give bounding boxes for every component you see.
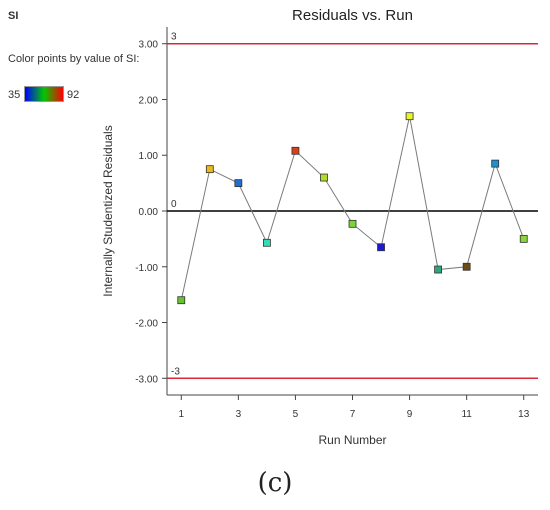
y-tick-label: 0.00: [139, 207, 159, 218]
y-axis-label: Internally Studentized Residuals: [101, 125, 115, 296]
y-tick-label: -2.00: [135, 319, 158, 330]
reference-line-label: -3: [171, 366, 180, 377]
x-axis-label: Run Number: [318, 433, 386, 447]
reference-line-label: 3: [171, 32, 177, 43]
data-point: [348, 219, 357, 228]
legend-min-label: 35: [8, 89, 21, 101]
x-tick-label: 9: [407, 409, 413, 420]
residuals-chart: Residuals vs. Run 3.00 2.00 1.00 0.00 -1.00 -2…: [101, 7, 538, 447]
series-line: [180, 116, 525, 301]
x-tick-label: 11: [461, 409, 472, 420]
y-tick-label: 1.00: [139, 151, 159, 162]
data-point: [262, 238, 271, 247]
legend-description: Color points by value of SI:: [8, 53, 140, 65]
legend-max-label: 92: [67, 89, 80, 101]
data-point: [519, 234, 528, 243]
x-tick-label: 5: [293, 409, 299, 420]
data-point: [205, 165, 214, 174]
x-tick-label: 13: [518, 409, 530, 420]
data-point: [377, 243, 385, 252]
data-point: [177, 296, 186, 305]
data-point: [434, 265, 443, 274]
y-tick-label: 2.00: [139, 95, 159, 106]
y-tick-label: 3.00: [139, 40, 159, 51]
y-tick-label: -1.00: [135, 263, 158, 274]
data-point: [291, 146, 300, 155]
x-tick-label: 1: [178, 409, 184, 420]
data-point: [320, 173, 328, 182]
legend-color-gradient: [24, 86, 64, 102]
data-point: [405, 112, 414, 121]
data-point: [462, 262, 471, 271]
x-tick-label: 3: [236, 409, 242, 420]
y-tick-label: -3.00: [135, 374, 158, 385]
figure-caption: (c): [257, 468, 293, 498]
legend-title: SI: [8, 10, 19, 22]
chart-title: Residuals vs. Run: [292, 7, 413, 24]
data-point: [491, 159, 500, 168]
x-tick-label: 7: [350, 409, 356, 420]
reference-line-label: 0: [171, 199, 177, 210]
data-point: [234, 179, 243, 188]
